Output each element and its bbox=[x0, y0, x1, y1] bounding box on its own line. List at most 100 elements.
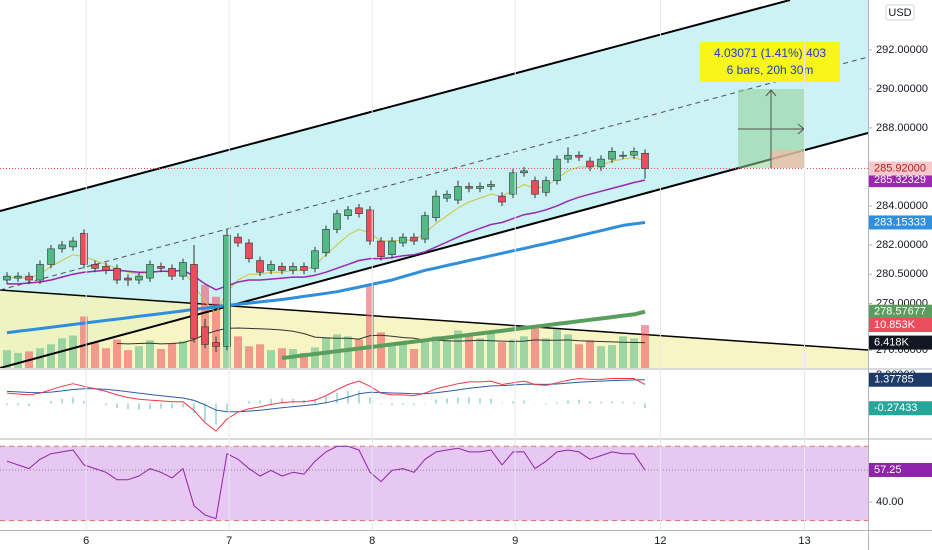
volume-bar bbox=[102, 348, 110, 368]
candle-body bbox=[245, 242, 253, 259]
volume-bar bbox=[300, 352, 308, 368]
time-axis-bg bbox=[0, 530, 868, 550]
candle-body bbox=[300, 266, 308, 271]
price-tag-label: 285.32329 bbox=[874, 174, 926, 186]
volume-bar bbox=[157, 349, 165, 368]
candle-body bbox=[256, 260, 264, 273]
volume-bar bbox=[542, 338, 550, 368]
volume-bar bbox=[399, 344, 407, 368]
candle-body bbox=[36, 264, 44, 281]
volume-bar bbox=[124, 350, 132, 368]
measure-box-low bbox=[771, 150, 805, 168]
volume-bar bbox=[388, 346, 396, 368]
candle-body bbox=[157, 266, 165, 269]
price-tag-label: -0.27433 bbox=[874, 402, 917, 414]
x-tick-label: 6 bbox=[83, 535, 89, 547]
price-tag bbox=[869, 304, 932, 319]
price-tag bbox=[869, 215, 932, 230]
candle-body bbox=[410, 236, 418, 242]
volume-bar bbox=[245, 346, 253, 368]
volume-bar bbox=[487, 332, 495, 368]
x-tick-label: 12 bbox=[654, 535, 666, 547]
volume-bar bbox=[410, 349, 418, 368]
candle-body bbox=[630, 151, 638, 156]
candle-body bbox=[69, 240, 77, 248]
price-tag-label: 285.92000 bbox=[874, 162, 926, 174]
x-tick-label: 9 bbox=[512, 535, 518, 547]
candle-body bbox=[223, 234, 231, 347]
candle-body bbox=[476, 186, 484, 189]
price-tag-label: 57.25 bbox=[874, 464, 902, 476]
volume-bar bbox=[344, 336, 352, 368]
channel-top bbox=[0, 0, 791, 212]
volume-bar bbox=[586, 340, 594, 368]
y-tick-label: 290.00000 bbox=[876, 83, 928, 95]
volume-bar bbox=[135, 346, 143, 368]
volume-bar bbox=[432, 336, 440, 368]
price-tag-label: 283.15333 bbox=[874, 216, 926, 228]
volume-bar bbox=[80, 316, 88, 368]
price-tag-label: 1.37785 bbox=[874, 374, 914, 386]
trend-line bbox=[0, 289, 868, 351]
price-tag-label: 6.418K bbox=[874, 337, 910, 349]
currency: USD bbox=[888, 7, 911, 19]
candle-body bbox=[520, 170, 528, 174]
volume-bar bbox=[146, 340, 154, 368]
x-tick-label: 8 bbox=[369, 535, 375, 547]
candle-body bbox=[234, 236, 242, 244]
price-tag bbox=[869, 335, 932, 350]
price-tag-label: 278.57677 bbox=[874, 306, 926, 318]
volume-bar bbox=[564, 334, 572, 368]
macd-line bbox=[6, 378, 646, 432]
volume-bar bbox=[267, 350, 275, 368]
candle-body bbox=[355, 207, 363, 215]
measure-text: 6 bars, 20h 30m bbox=[727, 63, 814, 77]
candle-body bbox=[135, 275, 143, 281]
candle-body bbox=[212, 342, 220, 347]
volume-bar bbox=[91, 342, 99, 368]
volume-bar bbox=[619, 336, 627, 368]
rsi-pane bbox=[0, 440, 868, 530]
candle-body bbox=[564, 154, 572, 160]
price-axis-bg bbox=[868, 0, 932, 550]
channel-mid bbox=[0, 56, 868, 291]
candle-body bbox=[344, 209, 352, 216]
price-pane bbox=[0, 0, 868, 368]
candle-body bbox=[432, 195, 440, 218]
volume-bar bbox=[69, 335, 77, 368]
volume-bar bbox=[465, 335, 473, 368]
y-tick-label: 292.00000 bbox=[876, 44, 928, 56]
rsi-line bbox=[6, 445, 646, 520]
candle-body bbox=[113, 268, 121, 281]
y-tick-label: 284.00000 bbox=[876, 200, 928, 212]
price-tag bbox=[869, 173, 932, 188]
candle-body bbox=[542, 180, 550, 193]
volume-bar bbox=[641, 325, 649, 368]
signal-line bbox=[6, 379, 646, 413]
candle-body bbox=[608, 151, 616, 160]
channel-bottom bbox=[0, 132, 868, 368]
drawings: 4.03071 (1.41%) 403 6 bars, 20h 30m bbox=[0, 0, 868, 368]
candle-body bbox=[47, 248, 55, 265]
volume-bar bbox=[256, 344, 264, 368]
volume-bar bbox=[454, 330, 462, 368]
candle-body bbox=[333, 213, 341, 230]
candle-body bbox=[14, 275, 22, 279]
volume-bar bbox=[630, 338, 638, 368]
volume-bar bbox=[278, 348, 286, 368]
candle-body bbox=[619, 154, 627, 157]
candle-body bbox=[454, 186, 462, 201]
currency-box[interactable] bbox=[885, 4, 915, 21]
channel-fill bbox=[0, 0, 868, 368]
candle-body bbox=[179, 262, 187, 277]
candle-body bbox=[366, 209, 374, 242]
volume-bar bbox=[234, 336, 242, 368]
volume-bar bbox=[58, 338, 66, 368]
y-tick-label: 288.00000 bbox=[876, 122, 928, 134]
candle-body bbox=[80, 232, 88, 265]
volume-bar bbox=[443, 340, 451, 368]
volume-bar bbox=[113, 339, 121, 368]
volume-bar bbox=[311, 347, 319, 368]
moving-average bbox=[281, 309, 646, 361]
